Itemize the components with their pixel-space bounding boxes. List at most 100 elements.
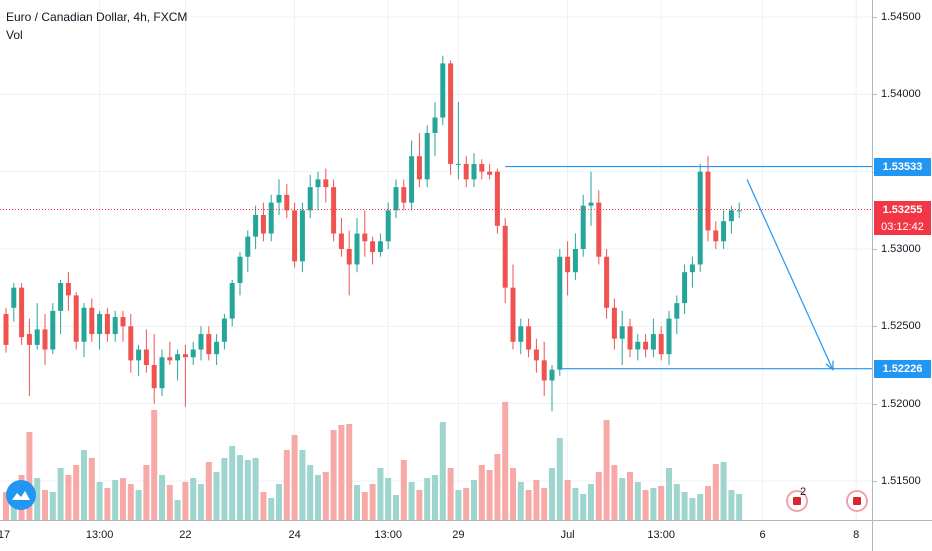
candle-body [682,272,688,304]
candle-body [112,317,118,335]
volume-bar [252,458,259,520]
chart-pane[interactable]: Euro / Canadian Dollar, 4h, FXCM Vol 2 [0,0,872,520]
candle-body [455,163,461,165]
price-tick-label: 1.51500 [873,475,921,487]
volume-bar [182,482,189,520]
volume-bar [174,500,181,520]
trend-arrow-head [825,360,834,371]
candle-body [331,187,337,234]
volume-bar [424,478,431,520]
candle-body [479,163,485,172]
candle-body [471,163,477,180]
candle-body [65,283,71,296]
volume-bar [588,484,594,520]
tradingview-logo-icon[interactable] [6,480,36,510]
volume-bar [572,488,579,520]
volume-bar [705,486,711,520]
volume-bar [237,455,243,520]
time-tick-label: 13:00 [85,529,114,541]
candle-body [385,210,391,242]
volume-bar [26,432,33,520]
economic-event-icon[interactable] [846,490,868,512]
volume-bar [244,460,251,520]
volume-bar [556,438,563,520]
candle-body [42,329,48,350]
price-tick-label: 1.52000 [873,397,921,410]
economic-event-icon[interactable] [786,490,808,512]
candle-body [120,317,126,327]
volume-bar [720,462,727,520]
candle-body [510,287,516,342]
candle-body [136,349,142,361]
volume-bar [49,492,56,520]
volume-bar [393,495,399,520]
volume-bar [494,454,501,520]
volume-bar [377,468,384,520]
candle-body [728,210,734,222]
volume-bar [299,450,306,520]
candle-body [409,156,415,203]
volume-bar [73,465,80,520]
candle-body [198,334,204,350]
candle-body [611,307,617,339]
candle-body [167,357,173,361]
time-tick-label: 24 [288,529,301,541]
volume-bar [658,486,665,520]
volume-bar [34,478,41,520]
volume-bar [673,484,680,520]
volume-bar [642,490,649,520]
time-tick-label: 17 [0,529,11,541]
volume-bar [221,458,228,520]
candle-body [276,194,282,203]
chart-legend[interactable]: Euro / Canadian Dollar, 4h, FXCM Vol [6,8,187,44]
volume-bar [291,435,298,520]
trend-arrow-line [746,179,834,370]
volume-bar [564,480,571,520]
volume-indicator-label[interactable]: Vol [6,28,23,42]
time-tick-label: 29 [452,529,465,541]
volume-bar [439,422,446,520]
volume-bar [135,490,142,520]
candle-body [221,318,227,342]
time-axis[interactable]: 17 13:00 22 24 13:00 29 Jul 13:00 6 8 [0,520,872,551]
candle-body [674,303,680,319]
candle-body [502,225,508,288]
candle-body [526,326,532,350]
price-axis[interactable]: 1.545001.540001.535001.530001.525001.520… [872,0,932,520]
resistance-price-label: 1.53533 [874,157,931,176]
candle-body [284,194,290,211]
volume-bar [541,488,548,520]
volume-bar [595,472,602,520]
volume-bar [159,475,165,520]
volume-bar [666,468,672,520]
volume-bar [517,482,524,520]
candle-body [432,117,438,133]
volume-bar [603,420,610,520]
candle-body [494,171,500,226]
candle-body [19,287,25,338]
price-tick-label: 1.52500 [873,320,921,333]
candle-body [572,249,578,273]
symbol-title[interactable]: Euro / Canadian Dollar, 4h, FXCM [6,10,188,24]
volume-bar [385,478,392,520]
volume-bar [151,410,158,520]
volume-bar [408,482,415,520]
candle-body [307,187,313,211]
candle-body [26,334,32,345]
volume-bar [120,478,126,520]
candle-body [214,341,220,355]
candle-body [292,210,298,262]
volume-bar [471,480,477,520]
volume-bar [463,488,470,520]
candle-body [705,171,711,231]
volume-bar [96,482,103,520]
candle-body [229,283,235,319]
volume-bar [634,482,641,520]
volume-bar [549,468,555,520]
volume-bar [205,462,212,520]
candlestick-chart[interactable] [0,0,872,520]
candle-body [73,295,79,342]
candle-body [3,313,9,345]
candle-body [58,283,64,311]
volume-bar [283,450,290,520]
